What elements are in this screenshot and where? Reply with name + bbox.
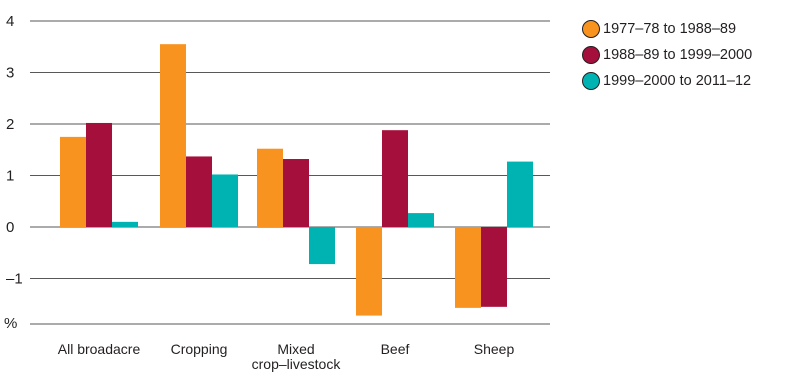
bar — [356, 227, 382, 316]
legend-swatch-series-2 — [582, 46, 600, 64]
bar — [257, 148, 283, 227]
bar — [112, 221, 138, 227]
bar — [507, 161, 533, 227]
bar — [86, 122, 112, 227]
legend-swatch-series-1 — [582, 20, 600, 38]
bar — [160, 44, 186, 227]
legend-item: 1977–78 to 1988–89 — [582, 16, 752, 42]
bar — [212, 174, 238, 227]
legend-label: 1988–89 to 1999–2000 — [603, 47, 753, 63]
bar — [309, 227, 335, 265]
y-tick-label: 3 — [6, 65, 14, 82]
y-tick-label: 4 — [6, 13, 14, 30]
bar — [455, 227, 481, 308]
bar — [382, 130, 408, 227]
x-tick-label: Beef — [381, 341, 410, 357]
bar — [186, 156, 212, 227]
bar — [408, 213, 434, 227]
bar — [283, 159, 309, 227]
legend-swatch-series-3 — [582, 72, 600, 90]
bar — [481, 227, 507, 307]
y-tick-label: 1 — [6, 168, 14, 185]
legend-item: 1999–2000 to 2011–12 — [582, 68, 752, 94]
x-tick-label: Mixed crop–livestock — [252, 341, 342, 372]
x-tick-label: Cropping — [171, 341, 228, 357]
legend-label: 1977–78 to 1988–89 — [603, 21, 737, 37]
y-axis-labels: 4 3 2 1 0 –1% — [4, 13, 23, 332]
x-tick-label: All broadacre — [58, 341, 141, 357]
y-tick-label: 2 — [6, 116, 14, 133]
y-tick-label: –1 — [6, 271, 23, 288]
x-tick-label: Sheep — [474, 341, 515, 357]
legend-item: 1988–89 to 1999–2000 — [582, 42, 752, 68]
legend-label: 1999–2000 to 2011–12 — [603, 73, 752, 89]
legend: 1977–78 to 1988–89 1988–89 to 1999–2000 … — [582, 16, 752, 94]
x-axis-labels: All broadacre Cropping Mixed crop–livestock… — [58, 341, 515, 372]
bars — [60, 44, 533, 316]
y-tick-label: 0 — [6, 219, 14, 236]
y-unit-label: % — [4, 315, 17, 332]
bar — [60, 136, 86, 227]
